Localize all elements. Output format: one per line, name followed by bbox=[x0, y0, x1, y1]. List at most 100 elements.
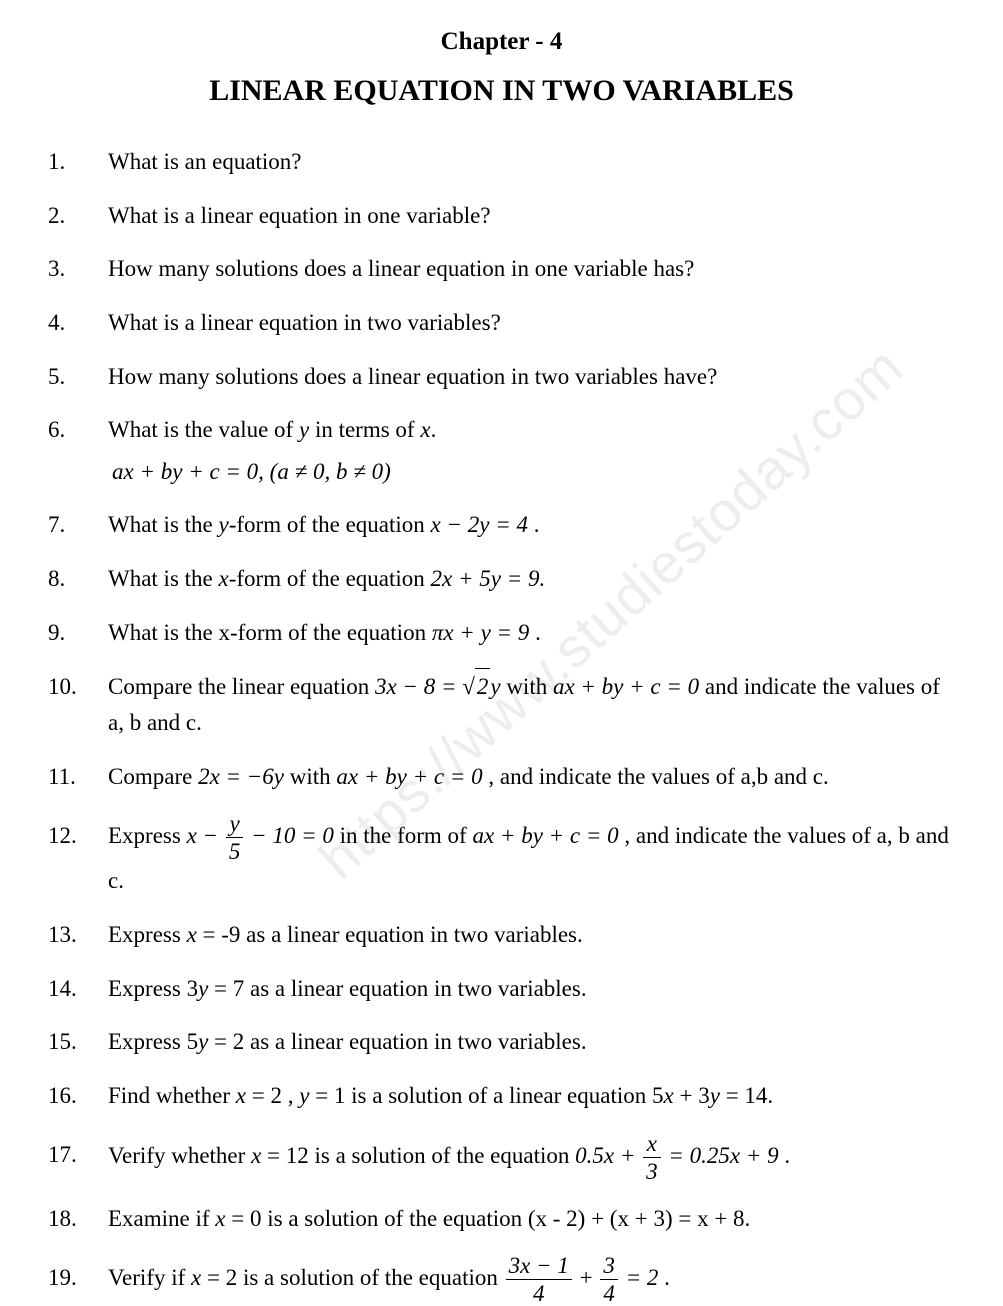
question-text: Find whether x = 2 , y = 1 is a solution… bbox=[108, 1078, 955, 1114]
variable-y: y bbox=[198, 976, 208, 1001]
text-part: Express 3 bbox=[108, 976, 198, 1001]
denominator: 4 bbox=[506, 1279, 572, 1305]
question-number: 14. bbox=[48, 971, 108, 1007]
question-text: What is an equation? bbox=[108, 144, 955, 180]
text-part: What is the x-form of the equation bbox=[108, 620, 432, 645]
question-text: Compare the linear equation 3x − 8 = 2y … bbox=[108, 668, 955, 740]
fraction: x3 bbox=[643, 1132, 661, 1183]
sqrt-expr: 2 bbox=[462, 668, 490, 705]
question-number: 2. bbox=[48, 198, 108, 234]
text-part: What is the value of bbox=[108, 417, 299, 442]
text-part: . bbox=[658, 1265, 670, 1290]
denominator: 5 bbox=[226, 837, 244, 863]
text-part: with bbox=[284, 764, 336, 789]
text-part: = 1 is a solution of a linear equation 5 bbox=[309, 1083, 663, 1108]
text-part: = 7 as a linear equation in two variable… bbox=[208, 976, 586, 1001]
numerator: 3 bbox=[600, 1254, 618, 1279]
text-part: = 12 is a solution of the equation bbox=[261, 1142, 575, 1167]
equation: 2x + 5y = 9. bbox=[431, 566, 546, 591]
question-text: What is a linear equation in two variabl… bbox=[108, 305, 955, 341]
question-text: Verify if x = 2 is a solution of the equ… bbox=[108, 1254, 955, 1305]
expr-b: − 10 = 0 bbox=[245, 823, 334, 848]
question-number: 6. bbox=[48, 412, 108, 448]
text-part: = 14. bbox=[720, 1083, 773, 1108]
question-17: 17. Verify whether x = 12 is a solution … bbox=[48, 1132, 955, 1183]
text-part: What is the bbox=[108, 512, 219, 537]
text-part: -form of the equation bbox=[229, 512, 431, 537]
question-text: What is the x-form of the equation 2x + … bbox=[108, 561, 955, 597]
text-part: Verify if bbox=[108, 1265, 191, 1290]
text-part: = 2 is a solution of the equation bbox=[201, 1265, 503, 1290]
question-18: 18. Examine if x = 0 is a solution of th… bbox=[48, 1201, 955, 1237]
text-part: . bbox=[528, 512, 540, 537]
text-part: Find whether bbox=[108, 1083, 236, 1108]
equation-rhs: ax + by + c = 0 bbox=[553, 674, 699, 699]
question-8: 8. What is the x-form of the equation 2x… bbox=[48, 561, 955, 597]
variable-y: y bbox=[198, 1029, 208, 1054]
radicand: 2 bbox=[475, 668, 491, 705]
question-number: 3. bbox=[48, 251, 108, 287]
rhs: = 0.25x + 9 bbox=[663, 1142, 779, 1167]
text-part: . bbox=[431, 417, 437, 442]
question-text: Verify whether x = 12 is a solution of t… bbox=[108, 1132, 955, 1183]
question-text: What is the x-form of the equation πx + … bbox=[108, 615, 955, 651]
question-4: 4. What is a linear equation in two vari… bbox=[48, 305, 955, 341]
denominator: 4 bbox=[600, 1279, 618, 1305]
text-part: -form of the equation bbox=[229, 566, 431, 591]
text-part: with bbox=[501, 674, 553, 699]
question-number: 4. bbox=[48, 305, 108, 341]
question-number: 12. bbox=[48, 818, 108, 854]
question-text: What is a linear equation in one variabl… bbox=[108, 198, 955, 234]
text-part: = -9 as a linear equation in two variabl… bbox=[197, 922, 583, 947]
equation: πx + y = 9 bbox=[432, 620, 529, 645]
variable-x: x bbox=[219, 566, 229, 591]
question-list: 1. What is an equation? 2. What is a lin… bbox=[48, 144, 955, 1305]
question-number: 5. bbox=[48, 359, 108, 395]
question-7: 7. What is the y-form of the equation x … bbox=[48, 507, 955, 543]
text-part: = 0 is a solution of the equation (x - 2… bbox=[226, 1206, 751, 1231]
variable-y: y bbox=[299, 417, 309, 442]
chapter-label: Chapter - 4 bbox=[48, 28, 955, 56]
chapter-title: LINEAR EQUATION IN TWO VARIABLES bbox=[48, 74, 955, 108]
text-part: What is the bbox=[108, 566, 219, 591]
fraction-2: 34 bbox=[600, 1254, 618, 1305]
variable-x: x bbox=[215, 1206, 225, 1231]
question-number: 19. bbox=[48, 1260, 108, 1296]
text-part: + 3 bbox=[674, 1083, 710, 1108]
expr-a: x − bbox=[187, 823, 224, 848]
text-part: . bbox=[529, 620, 541, 645]
question-19: 19. Verify if x = 2 is a solution of the… bbox=[48, 1254, 955, 1305]
question-number: 1. bbox=[48, 144, 108, 180]
question-number: 16. bbox=[48, 1078, 108, 1114]
variable-x: x bbox=[191, 1265, 201, 1290]
equation-1: 2x = −6y bbox=[198, 764, 284, 789]
text-part: Examine if bbox=[108, 1206, 215, 1231]
numerator: y bbox=[226, 812, 244, 837]
question-text: What is the y-form of the equation x − 2… bbox=[108, 507, 955, 543]
numerator: 3x − 1 bbox=[506, 1254, 572, 1279]
question-number: 7. bbox=[48, 507, 108, 543]
question-number: 9. bbox=[48, 615, 108, 651]
fraction-1: 3x − 14 bbox=[506, 1254, 572, 1305]
fraction: y5 bbox=[226, 812, 244, 863]
question-number: 10. bbox=[48, 669, 108, 705]
question-text: What is the value of y in terms of x. ax… bbox=[108, 412, 955, 489]
question-number: 17. bbox=[48, 1137, 108, 1173]
text-part: = 2 , bbox=[246, 1083, 299, 1108]
text-part: . bbox=[779, 1142, 791, 1167]
text-part: Verify whether bbox=[108, 1142, 251, 1167]
question-text: Compare 2x = −6y with ax + by + c = 0 , … bbox=[108, 759, 955, 795]
question-11: 11. Compare 2x = −6y with ax + by + c = … bbox=[48, 759, 955, 795]
question-14: 14. Express 3y = 7 as a linear equation … bbox=[48, 971, 955, 1007]
text-part: , and indicate the values of a,b and c. bbox=[483, 764, 829, 789]
variable-x: x bbox=[187, 922, 197, 947]
question-number: 15. bbox=[48, 1024, 108, 1060]
question-text: Express 5y = 2 as a linear equation in t… bbox=[108, 1024, 955, 1060]
variable-y: y bbox=[299, 1083, 309, 1108]
question-number: 18. bbox=[48, 1201, 108, 1237]
question-number: 13. bbox=[48, 917, 108, 953]
rhs: = 2 bbox=[620, 1265, 659, 1290]
question-text: Examine if x = 0 is a solution of the eq… bbox=[108, 1201, 955, 1237]
question-6: 6. What is the value of y in terms of x.… bbox=[48, 412, 955, 489]
equation-lhs: 3x − 8 = bbox=[375, 674, 462, 699]
